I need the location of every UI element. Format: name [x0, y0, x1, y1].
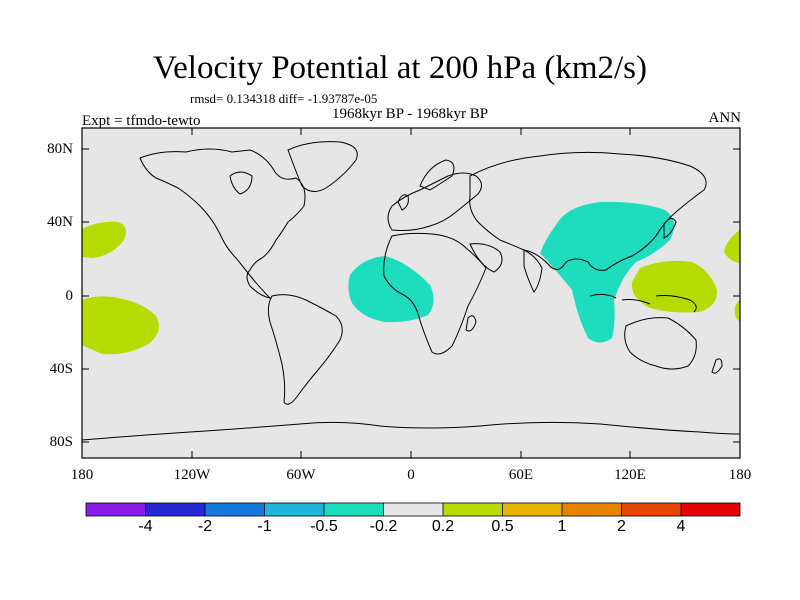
coastline-uk	[397, 194, 409, 211]
colorbar-box-5	[324, 503, 384, 516]
lat-label-80s: 80S	[49, 434, 73, 450]
colorbar-label-2: -2	[197, 518, 213, 535]
coastline-australia	[624, 317, 697, 370]
coastline-india	[523, 249, 543, 293]
lon-label-60w: 60W	[286, 467, 316, 483]
colorbar-label-6: 0.2	[431, 518, 455, 535]
coastline-scandinavia	[419, 159, 455, 191]
lat-label-40n: 40N	[47, 214, 73, 230]
colorbar-label-8: 1	[557, 518, 567, 535]
colorbar	[85, 502, 741, 517]
lon-label-180-west: 180	[70, 467, 94, 483]
colorbar-label-1: -4	[138, 518, 153, 535]
colorbar-label-4: -0.5	[310, 518, 338, 535]
coastline-new-zealand	[711, 358, 723, 374]
colorbar-label-10: 4	[676, 518, 686, 535]
coastline-hudson-bay	[229, 171, 253, 195]
colorbar-label-5: -0.2	[369, 518, 398, 535]
coastline-south-america	[267, 294, 343, 405]
colorbar-box-1	[86, 503, 146, 516]
colorbar-box-4	[264, 503, 324, 516]
coastlines	[81, 141, 741, 441]
colorbar-box-9	[562, 503, 622, 516]
map-title: Velocity Potential at 200 hPa (km2/s)	[152, 50, 648, 86]
negative-anomaly-asia	[540, 201, 674, 343]
colorbar-label-3: -1	[257, 518, 272, 535]
colorbar-label-7: 0.5	[491, 518, 514, 535]
coastline-indonesia	[589, 293, 697, 313]
colorbar-box-6	[383, 503, 443, 516]
colorbar-frame	[85, 502, 741, 517]
coastline-japan	[663, 218, 677, 239]
lat-label-80n: 80N	[47, 141, 73, 157]
colorbar-label-9: 2	[617, 518, 626, 535]
lat-label-40s: 40S	[49, 361, 73, 377]
positive-anomaly-pacific-north	[82, 221, 126, 258]
coastline-north-america	[139, 148, 306, 299]
positive-anomaly-east-edge-south	[734, 300, 740, 322]
positive-anomaly-pacific-south	[82, 296, 159, 355]
time-period-label: 1968kyr BP - 1968kyr BP	[331, 106, 489, 122]
axis-ticks	[82, 128, 740, 458]
colorbar-box-8	[502, 503, 562, 516]
colorbar-box-11	[681, 503, 740, 516]
coastline-arabia	[469, 243, 503, 273]
experiment-label: Expt = tfmdo-tewto	[82, 113, 201, 129]
negative-anomaly-atlantic	[348, 256, 434, 323]
colorbar-box-2	[145, 503, 205, 516]
positive-anomaly-east-edge	[724, 230, 740, 263]
colorbar-box-10	[621, 503, 681, 516]
lon-label-0: 0	[407, 467, 415, 483]
lon-label-120e: 120E	[614, 467, 646, 483]
lon-label-60e: 60E	[508, 467, 534, 483]
coastline-asia	[469, 151, 707, 271]
lon-label-120w: 120W	[173, 467, 211, 483]
lat-label-0: 0	[65, 288, 74, 304]
colorbar-box-7	[443, 503, 503, 516]
coastline-madagascar	[465, 315, 477, 332]
anomaly-shading	[82, 201, 740, 355]
positive-anomaly-west-pacific	[631, 260, 718, 313]
rmsd-diff-stats: rmsd= 0.134318 diff= -1.93787e-05	[190, 91, 378, 106]
season-label: ANN	[708, 110, 742, 126]
coastline-greenland	[287, 141, 358, 192]
coastline-africa	[383, 232, 487, 355]
lon-label-180-east: 180	[728, 467, 752, 483]
colorbar-box-3	[205, 503, 265, 516]
coastline-europe	[387, 172, 482, 231]
coastline-antarctica	[81, 421, 741, 441]
